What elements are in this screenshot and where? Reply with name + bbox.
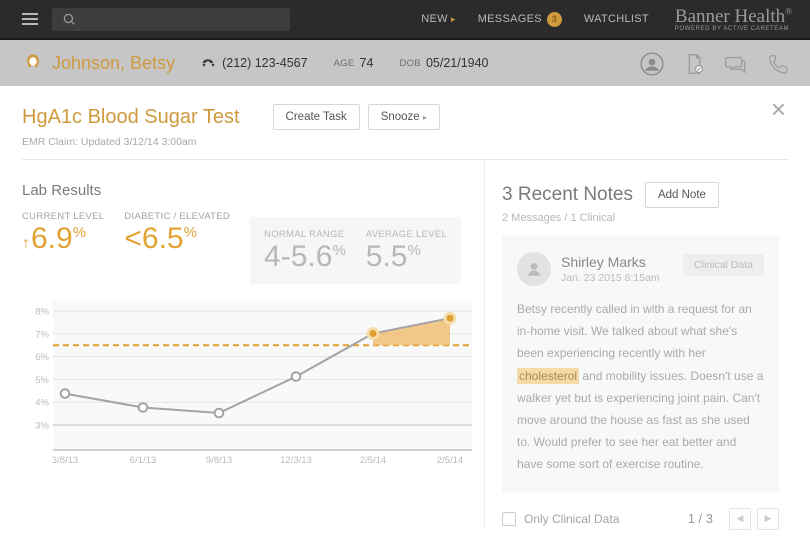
svg-text:8%: 8% bbox=[35, 307, 49, 318]
svg-text:6/1/13: 6/1/13 bbox=[130, 455, 156, 466]
svg-text:4%: 4% bbox=[35, 398, 49, 409]
svg-text:3/8/13: 3/8/13 bbox=[52, 455, 78, 466]
svg-text:2/5/14: 2/5/14 bbox=[437, 455, 463, 466]
svg-text:6%: 6% bbox=[35, 352, 49, 363]
svg-text:2/5/14: 2/5/14 bbox=[360, 455, 386, 466]
svg-text:3%: 3% bbox=[35, 421, 49, 432]
svg-text:9/8/13: 9/8/13 bbox=[206, 455, 232, 466]
svg-text:5%: 5% bbox=[35, 375, 49, 386]
svg-text:12/3/13: 12/3/13 bbox=[280, 455, 312, 466]
svg-text:7%: 7% bbox=[35, 329, 49, 340]
